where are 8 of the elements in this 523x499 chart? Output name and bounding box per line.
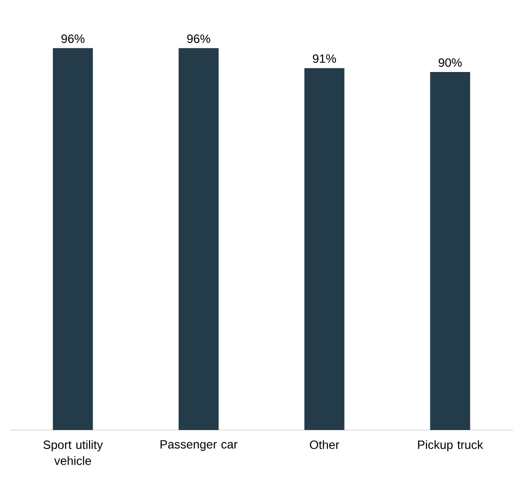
data-label: 91% [312, 54, 336, 63]
x-tick-label: Pickup truck [418, 440, 484, 452]
x-tick-label: Passenger car [160, 440, 238, 451]
x-tick-label: Other [310, 440, 340, 450]
data-label: 96% [61, 34, 84, 43]
data-label: 96% [187, 34, 210, 43]
x-tick-label: Sport utility vehicle [43, 440, 103, 466]
data-label: 90% [438, 58, 462, 67]
